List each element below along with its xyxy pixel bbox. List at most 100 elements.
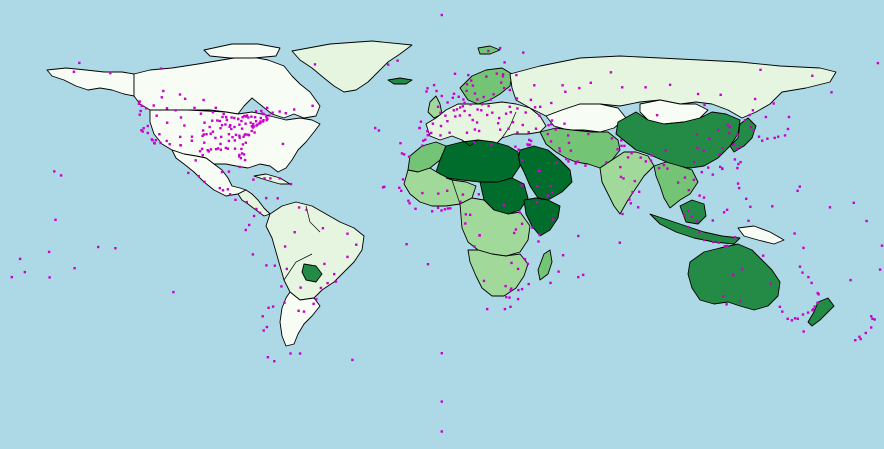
city-marker <box>878 268 882 271</box>
city-marker <box>849 278 852 282</box>
city-marker <box>449 207 452 210</box>
city-marker <box>622 177 625 180</box>
city-marker <box>696 146 699 150</box>
city-marker <box>165 107 169 110</box>
city-marker <box>655 114 659 117</box>
city-marker <box>437 192 440 195</box>
city-marker <box>520 184 523 187</box>
city-marker <box>152 104 155 107</box>
city-marker <box>504 112 508 115</box>
city-marker <box>569 149 573 152</box>
city-marker <box>751 109 755 112</box>
city-marker <box>718 153 721 156</box>
city-marker <box>852 201 855 204</box>
city-marker <box>97 245 100 249</box>
city-marker <box>567 134 570 137</box>
city-marker <box>499 46 502 50</box>
region-indonesia <box>649 213 741 245</box>
city-marker <box>283 301 286 304</box>
city-marker <box>243 133 246 136</box>
city-marker <box>497 122 500 125</box>
city-marker <box>561 84 564 87</box>
city-marker <box>229 124 232 127</box>
city-marker <box>732 143 735 146</box>
city-marker <box>249 121 252 124</box>
city-marker <box>477 193 480 196</box>
city-marker <box>271 111 274 114</box>
city-marker <box>524 111 527 114</box>
city-marker <box>490 143 493 146</box>
city-marker <box>289 182 293 186</box>
city-marker <box>668 83 672 86</box>
city-marker <box>662 163 666 167</box>
city-marker <box>233 147 237 150</box>
city-marker <box>587 132 590 136</box>
city-marker <box>650 154 653 157</box>
city-marker <box>263 177 266 180</box>
city-marker <box>436 105 440 108</box>
region-canada-arctic <box>203 43 281 59</box>
city-marker <box>422 139 425 142</box>
city-marker <box>202 133 205 136</box>
region-alaska <box>46 67 135 97</box>
city-marker <box>387 63 390 66</box>
country-borders <box>283 111 637 281</box>
city-marker <box>554 128 557 131</box>
city-marker <box>197 174 200 178</box>
city-marker <box>244 122 247 125</box>
city-marker <box>546 132 549 136</box>
city-marker <box>609 71 613 74</box>
city-marker <box>252 178 255 181</box>
city-marker <box>266 117 269 120</box>
city-marker <box>226 188 230 191</box>
city-marker <box>443 208 447 211</box>
city-marker <box>711 240 715 244</box>
city-marker <box>227 139 231 143</box>
city-marker <box>398 186 401 189</box>
city-marker <box>250 129 253 133</box>
city-marker <box>240 152 244 155</box>
city-marker <box>736 166 739 170</box>
region-south-america <box>265 201 365 301</box>
city-marker <box>725 244 729 248</box>
city-marker <box>407 199 410 202</box>
city-marker <box>517 288 520 292</box>
city-marker <box>508 296 511 299</box>
city-marker <box>521 123 524 127</box>
city-marker <box>315 298 318 301</box>
city-marker <box>261 112 264 115</box>
city-marker <box>109 71 112 75</box>
city-marker <box>470 79 473 82</box>
city-marker <box>244 141 247 144</box>
city-marker <box>255 124 258 127</box>
city-marker <box>796 189 799 192</box>
city-marker <box>273 360 276 363</box>
city-marker <box>265 264 268 267</box>
city-marker <box>733 158 737 161</box>
city-marker <box>527 282 530 286</box>
city-marker <box>289 352 292 355</box>
city-marker <box>564 90 567 93</box>
city-marker <box>546 194 549 197</box>
city-marker <box>526 262 530 266</box>
city-marker <box>139 109 142 113</box>
city-marker <box>273 264 276 267</box>
city-marker <box>207 150 210 153</box>
city-marker <box>761 139 764 142</box>
city-marker <box>247 133 250 136</box>
city-marker <box>261 120 265 123</box>
city-marker <box>748 113 751 117</box>
city-marker <box>516 107 519 110</box>
city-marker <box>440 209 443 212</box>
city-marker <box>230 127 233 131</box>
city-marker <box>238 136 241 139</box>
city-marker <box>578 86 581 90</box>
city-marker <box>498 116 501 120</box>
city-marker <box>728 125 731 129</box>
city-marker <box>240 119 243 123</box>
city-marker <box>644 86 647 89</box>
city-marker <box>471 118 474 122</box>
city-marker <box>737 186 741 190</box>
city-marker <box>561 254 565 257</box>
